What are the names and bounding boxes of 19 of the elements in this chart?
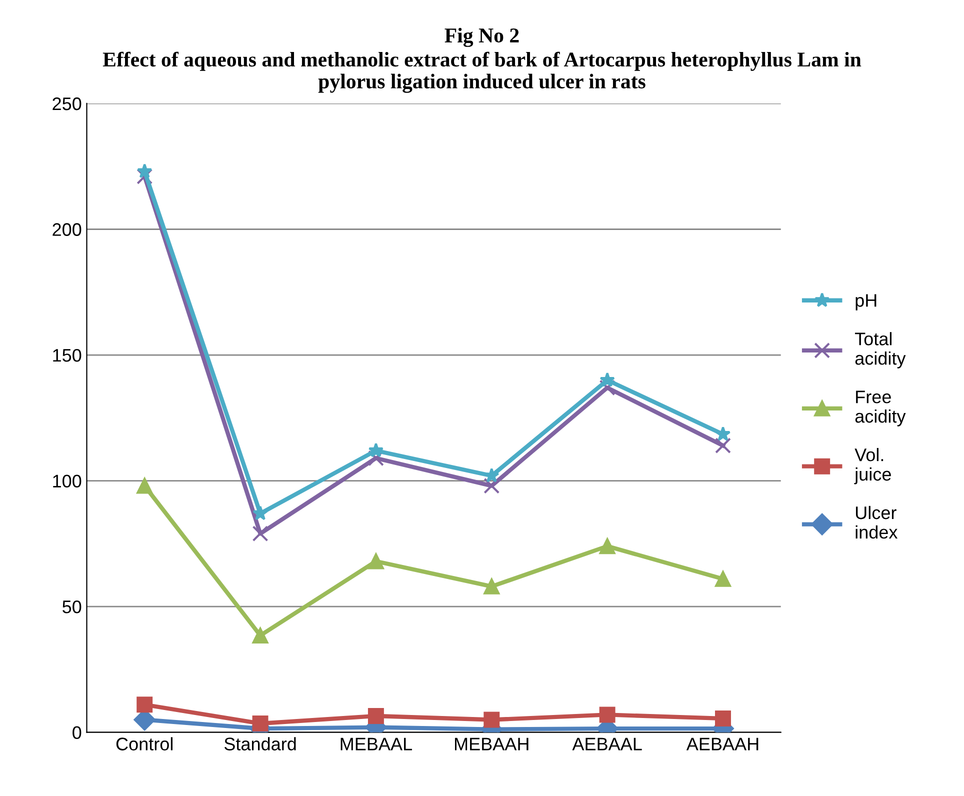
y-tick-label: 100 [53, 474, 82, 488]
legend-label: Ulcer index [856, 506, 898, 539]
legend-label: Vol. juice [854, 448, 891, 484]
x-tick-label: MEBAAH [454, 738, 528, 750]
chart-subtitle: Effect of aqueous and methanolic extract of bark of Artocarpus heterophyllus Lam in pylorus ligation induced ulcer in rats [102, 52, 862, 93]
y-tick-label: 0 [72, 726, 82, 740]
y-tick-label: 200 [52, 223, 82, 236]
y-tick-label: 150 [53, 348, 82, 362]
x-tick-label: MEBAAL [340, 738, 412, 750]
legend-label: Total acidity [854, 332, 906, 368]
chart-title: Fig No 2 [444, 28, 519, 47]
legend-label: Free acidity [855, 390, 906, 426]
y-tick-label: 50 [62, 600, 82, 614]
legend-label: pH [856, 294, 876, 310]
x-tick-label: Standard [224, 737, 296, 750]
y-tick-label: 250 [52, 97, 82, 110]
x-tick-label: AEBAAH [686, 738, 758, 750]
x-tick-label: Control [116, 737, 172, 750]
x-tick-label: AEBAAL [572, 738, 642, 750]
